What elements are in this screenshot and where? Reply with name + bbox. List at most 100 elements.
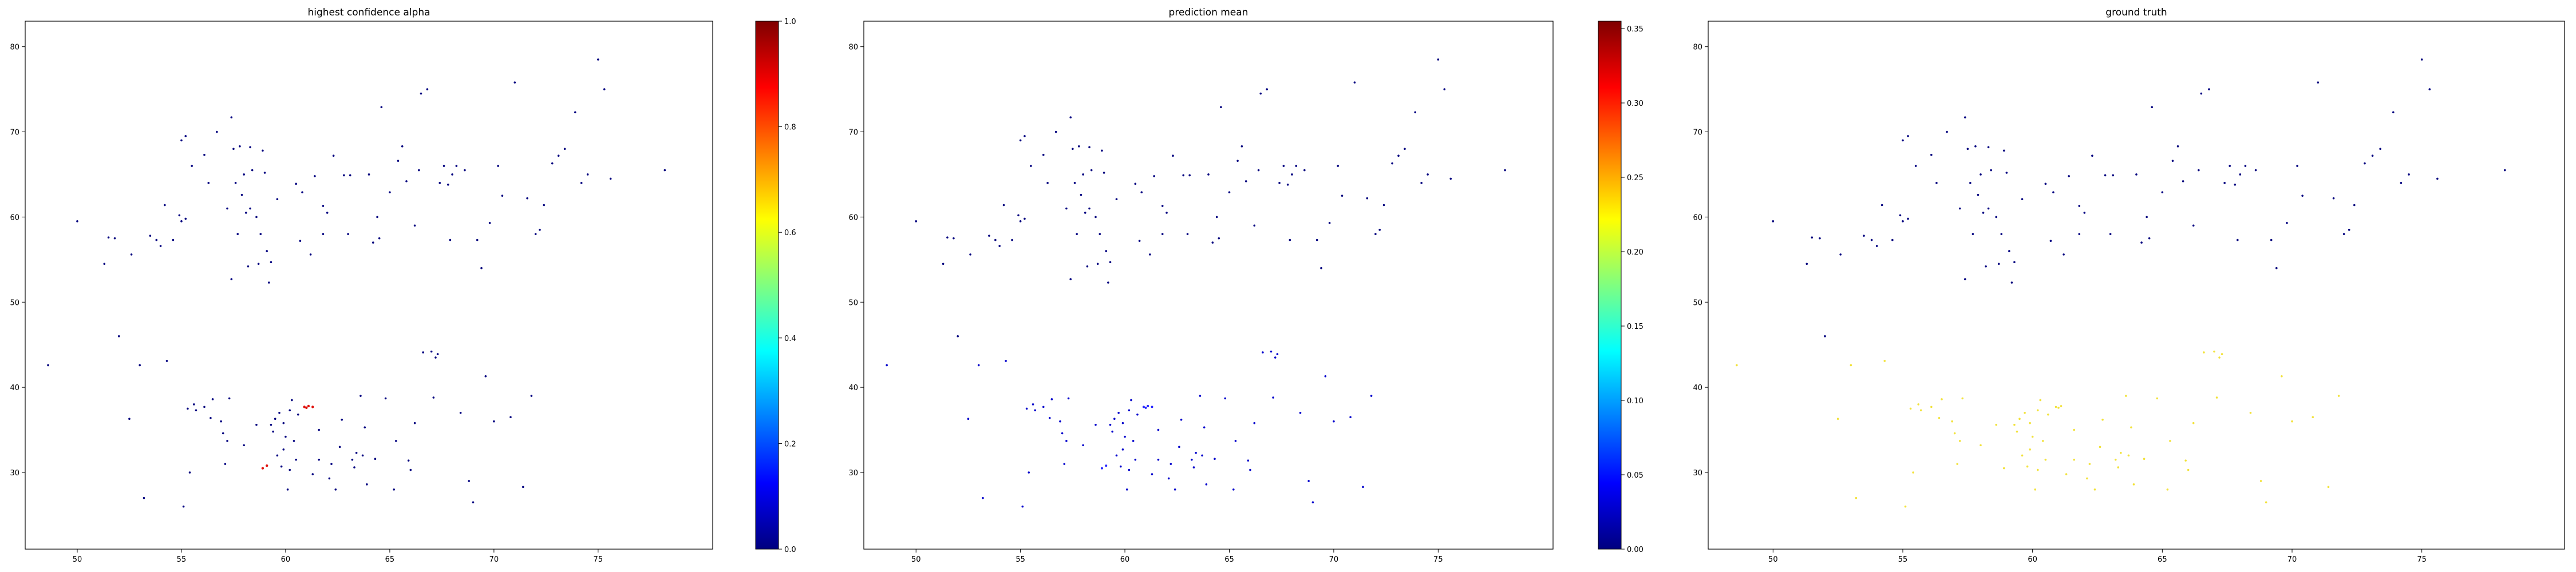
scatter-point (143, 496, 145, 499)
scatter-point (268, 281, 270, 284)
scatter-point (1191, 458, 1193, 461)
scatter-point (2003, 149, 2005, 152)
scatter-point (1266, 88, 1268, 90)
scatter-point (1076, 233, 1078, 235)
x-tick-label: 70 (1329, 555, 1339, 564)
x-tick-label: 70 (2287, 555, 2297, 564)
x-tick-label: 60 (1120, 555, 1130, 564)
scatter-point (1772, 220, 1775, 223)
scatter-points (886, 58, 1506, 508)
scatter-point (2259, 480, 2262, 482)
scatter-point (543, 204, 546, 206)
scatter-point (2073, 428, 2075, 431)
scatter-point-high (1147, 404, 1149, 407)
scatter-point (1019, 220, 1022, 223)
scatter-point (117, 335, 120, 337)
scatter-point-high (307, 404, 310, 408)
scatter-point (1272, 396, 1274, 399)
colorbar: 0.00 0.05 0.10 0.15 0.20 0.25 0.30 0.35 (1598, 21, 1643, 554)
scatter-point (1870, 239, 1873, 241)
scatter-point (184, 135, 187, 137)
scatter-point (295, 458, 297, 461)
scatter-point (2101, 418, 2104, 421)
scatter-point (1958, 440, 1961, 442)
scatter-point (1990, 169, 1992, 172)
x-tick-label: 55 (1016, 555, 1025, 564)
scatter-point (2039, 399, 2042, 402)
scatter-point (282, 422, 285, 424)
colorbar-tick-label: 0.8 (784, 124, 796, 132)
scatter-point (2021, 454, 2024, 457)
scatter-point (580, 182, 583, 184)
scatter-point (472, 501, 475, 503)
scatter-point (2130, 426, 2132, 428)
scatter-point (2408, 173, 2410, 176)
scatter-point (2192, 422, 2195, 424)
scatter-point (278, 412, 280, 414)
y-tick-label: 40 (1693, 384, 1702, 392)
scatter-point (2198, 169, 2200, 172)
scatter-point-high (1142, 406, 1145, 408)
scatter-point (1228, 191, 1231, 194)
scatter-point (1157, 458, 1160, 461)
scatter-point (1291, 173, 1293, 176)
scatter-point (1125, 488, 1128, 491)
scatter-point (2239, 173, 2242, 176)
scatter-point (1880, 204, 1883, 206)
scatter-point (222, 432, 224, 435)
scatter-point (251, 169, 254, 172)
scatter-point (1341, 194, 1344, 197)
scatter-point (2086, 477, 2088, 480)
scatter-point (2125, 395, 2127, 397)
axes-frame (863, 21, 1554, 550)
scatter-point (2034, 488, 2036, 491)
scatter-point (1224, 397, 1226, 400)
scatter-point (1134, 182, 1137, 185)
scatter-point (1333, 420, 1335, 423)
axes-frame (1708, 21, 2565, 550)
y-tick-label: 80 (1693, 43, 1702, 52)
scatter-point (1077, 145, 1080, 148)
scatter-point (1113, 418, 1116, 420)
scatter-point (988, 235, 990, 237)
scatter-point (1011, 239, 1013, 241)
scatter-point (1420, 182, 1423, 184)
scatter-point (2229, 165, 2231, 167)
scatter-point (282, 448, 285, 451)
scatter-point (1875, 245, 1878, 247)
scatter-point (1257, 169, 1260, 172)
scatter-point (164, 204, 166, 206)
scatter-point (1961, 397, 1964, 400)
scatter-point (1069, 278, 1072, 280)
panel-ground-truth: ground truth 50 55 60 65 70 75 30 40 50 60 70 80 (1693, 7, 2565, 564)
scatter-point (349, 174, 351, 177)
scatter-point (1247, 459, 1250, 462)
scatter-point (330, 463, 333, 465)
scatter-point (224, 463, 227, 465)
scatter-point (1919, 409, 1922, 412)
scatter-point (192, 403, 195, 406)
scatter-point (1028, 471, 1030, 474)
scatter-point (1073, 182, 1076, 184)
scatter-point (2003, 467, 2005, 470)
scatter-point (355, 451, 358, 454)
scatter-point (2156, 397, 2159, 400)
x-tick-label: 50 (1768, 555, 1778, 564)
scatter-point (2036, 409, 2039, 412)
scatter-point (2060, 405, 2063, 407)
scatter-point (155, 239, 158, 241)
scatter-point (2093, 488, 2096, 491)
scatter-point (172, 239, 175, 241)
scatter-point (334, 488, 337, 491)
scatter-point (1101, 149, 1103, 152)
scatter-point (1966, 148, 1969, 150)
y-tick-label: 60 (10, 213, 19, 222)
scatter-point (1234, 440, 1237, 442)
scatter-point (1995, 423, 1997, 426)
scatter-point (203, 406, 206, 408)
scatter-point (1850, 364, 1852, 367)
scatter-point (232, 148, 235, 150)
scatter-point (2120, 451, 2122, 454)
scatter-point (2244, 165, 2247, 167)
scatter-point (557, 154, 560, 157)
